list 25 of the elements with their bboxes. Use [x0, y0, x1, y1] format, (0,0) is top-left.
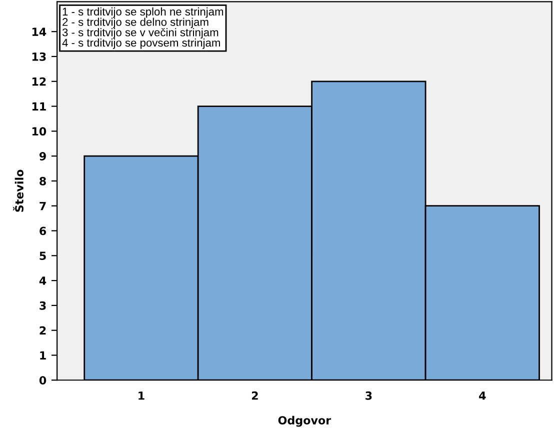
y-tick-label: 2	[40, 326, 46, 335]
y-tick-label: 10	[32, 127, 46, 136]
y-tick-label: 14	[32, 28, 46, 36]
annotation: 3 - s trditvijo se v večini strinjam	[62, 28, 218, 39]
y-tick-label: 6	[40, 226, 46, 236]
y-tick-label: 13	[32, 52, 46, 61]
x-tick-label: 4	[479, 392, 486, 400]
y-tick-label: 8	[40, 176, 46, 186]
y-tick-label: 3	[40, 301, 46, 310]
y-axis-title: Število	[13, 170, 24, 212]
y-tick-label: 11	[32, 102, 46, 110]
y-tick-label: 7	[40, 202, 46, 210]
y-tick-label: 12	[32, 77, 46, 86]
annotation: 2 - s trditvijo se delno strinjam	[62, 18, 208, 28]
y-tick-label: 0	[39, 376, 46, 384]
y-tick-label: 1	[40, 351, 46, 360]
y-tick-label: 9	[39, 152, 46, 160]
y-tick-label: 5	[40, 252, 46, 260]
x-tick-label: 3	[366, 391, 372, 400]
annotation: 4 - s trditvijo se povsem strinjam	[62, 38, 220, 49]
x-axis-title: Odgovor	[278, 416, 332, 427]
y-tick-label: 4	[39, 276, 46, 285]
annotation: 1 - s trditvijo se sploh ne strinjam	[62, 7, 224, 18]
x-tick-label: 2	[252, 391, 258, 400]
x-tick-label: 1	[138, 392, 144, 400]
